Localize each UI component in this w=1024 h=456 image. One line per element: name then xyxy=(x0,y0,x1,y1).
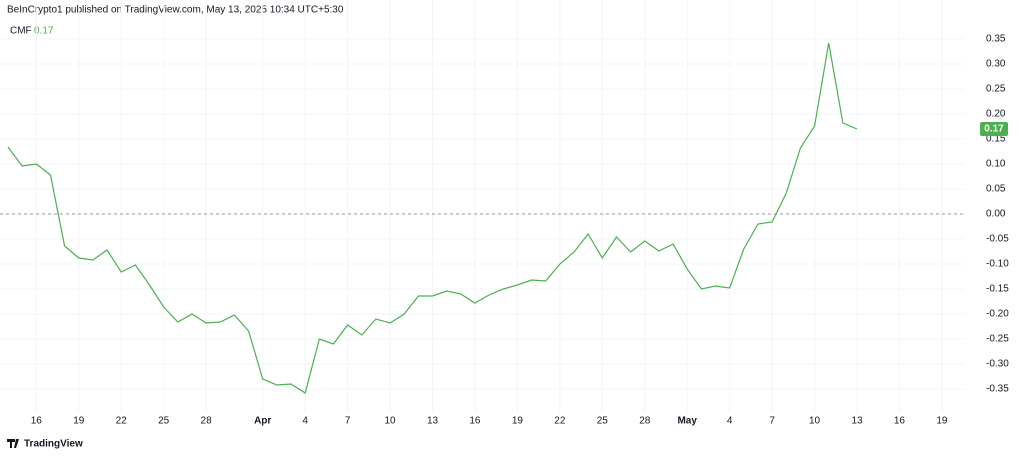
y-tick-label: -0.35 xyxy=(986,384,1009,395)
y-tick-label: 0.25 xyxy=(986,84,1006,95)
x-tick-label: 16 xyxy=(31,416,43,427)
x-tick-label: 19 xyxy=(73,416,85,427)
x-tick-label: 19 xyxy=(936,416,948,427)
x-tick-label: 22 xyxy=(116,416,128,427)
y-tick-label: -0.20 xyxy=(986,309,1009,320)
x-tick-label: 25 xyxy=(158,416,170,427)
x-tick-label: 7 xyxy=(345,416,351,427)
x-tick-label: 10 xyxy=(809,416,821,427)
y-tick-label: 0.10 xyxy=(986,159,1006,170)
x-tick-label: 22 xyxy=(554,416,566,427)
x-tick-label: 4 xyxy=(302,416,308,427)
y-tick-label: 0.15 xyxy=(986,134,1006,145)
published-note: BeInCrypto1 published on TradingView.com… xyxy=(7,5,344,16)
y-tick-label: 0.05 xyxy=(986,184,1006,195)
x-tick-label: 25 xyxy=(597,416,609,427)
x-tick-label: 13 xyxy=(851,416,863,427)
indicator-name: CMF xyxy=(10,26,32,37)
cmf-line xyxy=(7,42,858,394)
brand: TradingView xyxy=(24,439,83,450)
indicator-value: 0.17 xyxy=(34,26,54,37)
y-tick-label: -0.25 xyxy=(986,334,1009,345)
last-value-tag xyxy=(980,122,1008,136)
x-tick-label: 7 xyxy=(769,416,775,427)
y-tick-label: 0.20 xyxy=(986,109,1006,120)
x-tick-label: May xyxy=(677,416,697,427)
x-tick-label: 10 xyxy=(384,416,396,427)
x-tick-label: Apr xyxy=(254,416,271,427)
x-tick-label: 28 xyxy=(201,416,213,427)
x-tick-label: 16 xyxy=(894,416,906,427)
x-tick-label: 28 xyxy=(639,416,651,427)
y-tick-label: -0.30 xyxy=(986,359,1009,370)
x-tick-label: 4 xyxy=(727,416,733,427)
x-tick-label: 16 xyxy=(469,416,481,427)
last-value-label: 0.17 xyxy=(984,124,1004,135)
y-tick-label: -0.05 xyxy=(986,234,1009,245)
x-tick-label: 19 xyxy=(512,416,524,427)
grid xyxy=(0,0,965,412)
y-tick-label: -0.15 xyxy=(986,284,1009,295)
y-tick-label: -0.10 xyxy=(986,259,1009,270)
y-tick-label: 0.00 xyxy=(986,209,1006,220)
x-tick-label: 13 xyxy=(427,416,439,427)
y-tick-label: 0.35 xyxy=(986,34,1006,45)
y-tick-label: 0.30 xyxy=(986,59,1006,70)
brand-logo xyxy=(7,439,19,448)
